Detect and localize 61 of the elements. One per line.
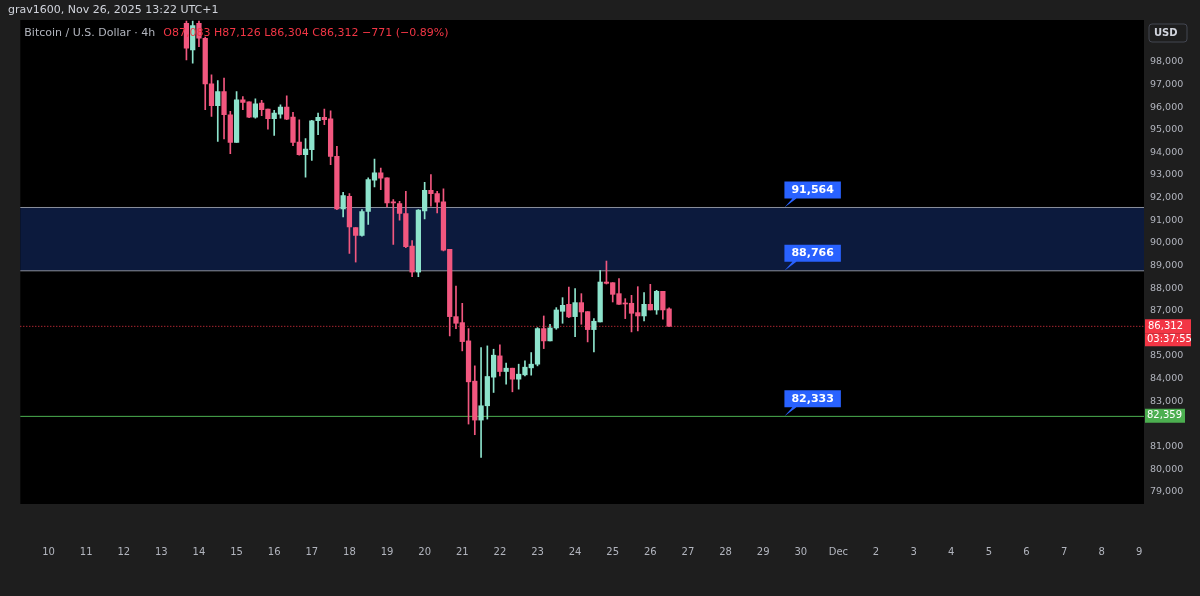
- x-tick-label: 30: [794, 545, 808, 557]
- x-tick-label: 26: [643, 545, 657, 557]
- y-tick-label: 83,000: [1150, 394, 1184, 406]
- x-tick-label: 21: [455, 545, 469, 557]
- x-tick-label: 2: [872, 545, 880, 557]
- x-tick-label: 12: [117, 545, 131, 557]
- y-tick-label: 81,000: [1150, 440, 1184, 451]
- x-tick-label: Dec: [828, 545, 849, 557]
- candlestick: [647, 284, 653, 311]
- y-tick-label: 96,000: [1150, 100, 1184, 112]
- y-tick-label: 95,000: [1150, 123, 1184, 135]
- x-tick-label: 5: [985, 545, 993, 557]
- candlestick: [353, 227, 359, 263]
- ref-line-label: 88,766: [791, 246, 835, 260]
- x-tick-label: 7: [1060, 545, 1068, 557]
- x-tick-label: 15: [230, 545, 243, 557]
- y-tick-label: 97,000: [1150, 77, 1184, 89]
- x-tick-label: 9: [1136, 545, 1143, 557]
- ref-line-label: 86,312: [1148, 319, 1183, 331]
- y-tick-label: 92,000: [1150, 191, 1184, 203]
- text: grav1600, Nov 26, 2025 13:22 UTC+1: [8, 2, 219, 16]
- x-tick-label: 10: [42, 545, 55, 557]
- y-tick-label: 90,000: [1150, 236, 1184, 248]
- x-tick-label: 29: [756, 545, 770, 557]
- annotation: 82,359: [1147, 409, 1182, 421]
- x-tick-label: 16: [267, 545, 281, 557]
- y-tick-label: 85,000: [1150, 349, 1184, 361]
- y-tick-label: 88,000: [1150, 281, 1184, 293]
- x-tick-label: 20: [418, 545, 432, 557]
- y-tick-label: 93,000: [1150, 168, 1184, 180]
- y-tick-label: 94,000: [1150, 145, 1184, 157]
- x-tick-label: 24: [568, 545, 582, 557]
- x-tick-label: 23: [531, 545, 544, 557]
- ref-line-label: 91,564: [791, 182, 835, 196]
- x-tick-label: 22: [493, 545, 507, 557]
- y-tick-label: 87,000: [1150, 304, 1184, 316]
- x-tick-label: 8: [1098, 545, 1105, 557]
- x-tick-label: 3: [910, 545, 917, 557]
- x-tick-label: 6: [1023, 545, 1030, 557]
- x-tick-label: 14: [192, 545, 206, 557]
- y-tick-label: 80,000: [1150, 462, 1184, 474]
- x-tick-label: 17: [305, 545, 319, 557]
- x-tick-label: 19: [380, 545, 394, 557]
- x-tick-label: 18: [343, 545, 356, 557]
- y-tick-label: 79,000: [1150, 485, 1184, 497]
- x-tick-label: 25: [606, 545, 620, 557]
- candlestick: [215, 80, 221, 142]
- y-tick-label: 91,000: [1150, 213, 1184, 225]
- y-tick-label: 98,000: [1150, 55, 1184, 67]
- y-tick-label: 84,000: [1150, 372, 1184, 384]
- y-tick-label: 89,000: [1150, 258, 1184, 270]
- x-tick-label: 28: [719, 545, 732, 557]
- x-tick-label: 13: [154, 545, 168, 557]
- x-tick-label: 11: [79, 545, 93, 557]
- y-axis-title: USD: [1154, 26, 1178, 38]
- text: Bitcoin / U.S. Dollar · 4h: [24, 25, 156, 39]
- x-tick-label: 4: [948, 545, 955, 557]
- ref-line-label: 82,333: [791, 391, 834, 405]
- x-tick-label: 27: [681, 545, 695, 557]
- text: 03:37:55: [1147, 333, 1192, 345]
- candlestick: [503, 362, 509, 385]
